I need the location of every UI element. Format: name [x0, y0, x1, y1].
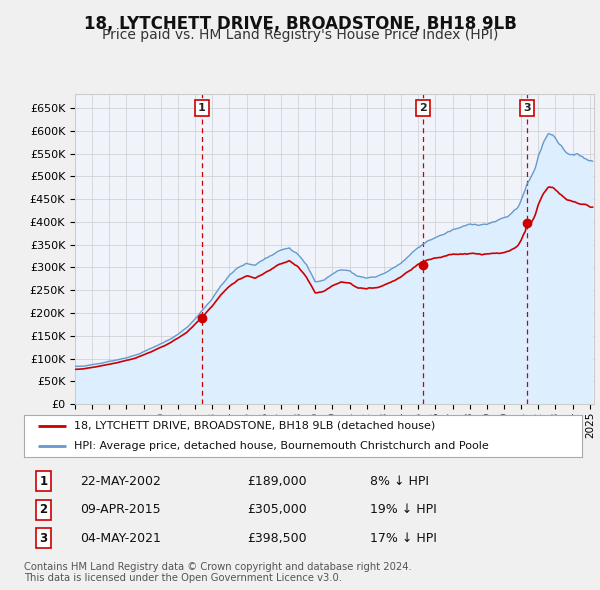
Text: 22-MAY-2002: 22-MAY-2002	[80, 474, 161, 487]
Text: 2: 2	[419, 103, 427, 113]
Text: Price paid vs. HM Land Registry's House Price Index (HPI): Price paid vs. HM Land Registry's House …	[102, 28, 498, 42]
Text: £398,500: £398,500	[247, 532, 307, 545]
Text: 2: 2	[40, 503, 47, 516]
Text: Contains HM Land Registry data © Crown copyright and database right 2024.
This d: Contains HM Land Registry data © Crown c…	[24, 562, 412, 584]
Text: £305,000: £305,000	[247, 503, 307, 516]
Text: 17% ↓ HPI: 17% ↓ HPI	[370, 532, 437, 545]
Text: 8% ↓ HPI: 8% ↓ HPI	[370, 474, 429, 487]
Text: 3: 3	[40, 532, 47, 545]
Text: 1: 1	[40, 474, 47, 487]
Text: £189,000: £189,000	[247, 474, 307, 487]
Text: 09-APR-2015: 09-APR-2015	[80, 503, 160, 516]
Text: 3: 3	[523, 103, 531, 113]
Text: 04-MAY-2021: 04-MAY-2021	[80, 532, 161, 545]
Text: 18, LYTCHETT DRIVE, BROADSTONE, BH18 9LB: 18, LYTCHETT DRIVE, BROADSTONE, BH18 9LB	[83, 15, 517, 33]
Text: 1: 1	[198, 103, 206, 113]
Text: HPI: Average price, detached house, Bournemouth Christchurch and Poole: HPI: Average price, detached house, Bour…	[74, 441, 489, 451]
Text: 19% ↓ HPI: 19% ↓ HPI	[370, 503, 437, 516]
Text: 18, LYTCHETT DRIVE, BROADSTONE, BH18 9LB (detached house): 18, LYTCHETT DRIVE, BROADSTONE, BH18 9LB…	[74, 421, 436, 431]
